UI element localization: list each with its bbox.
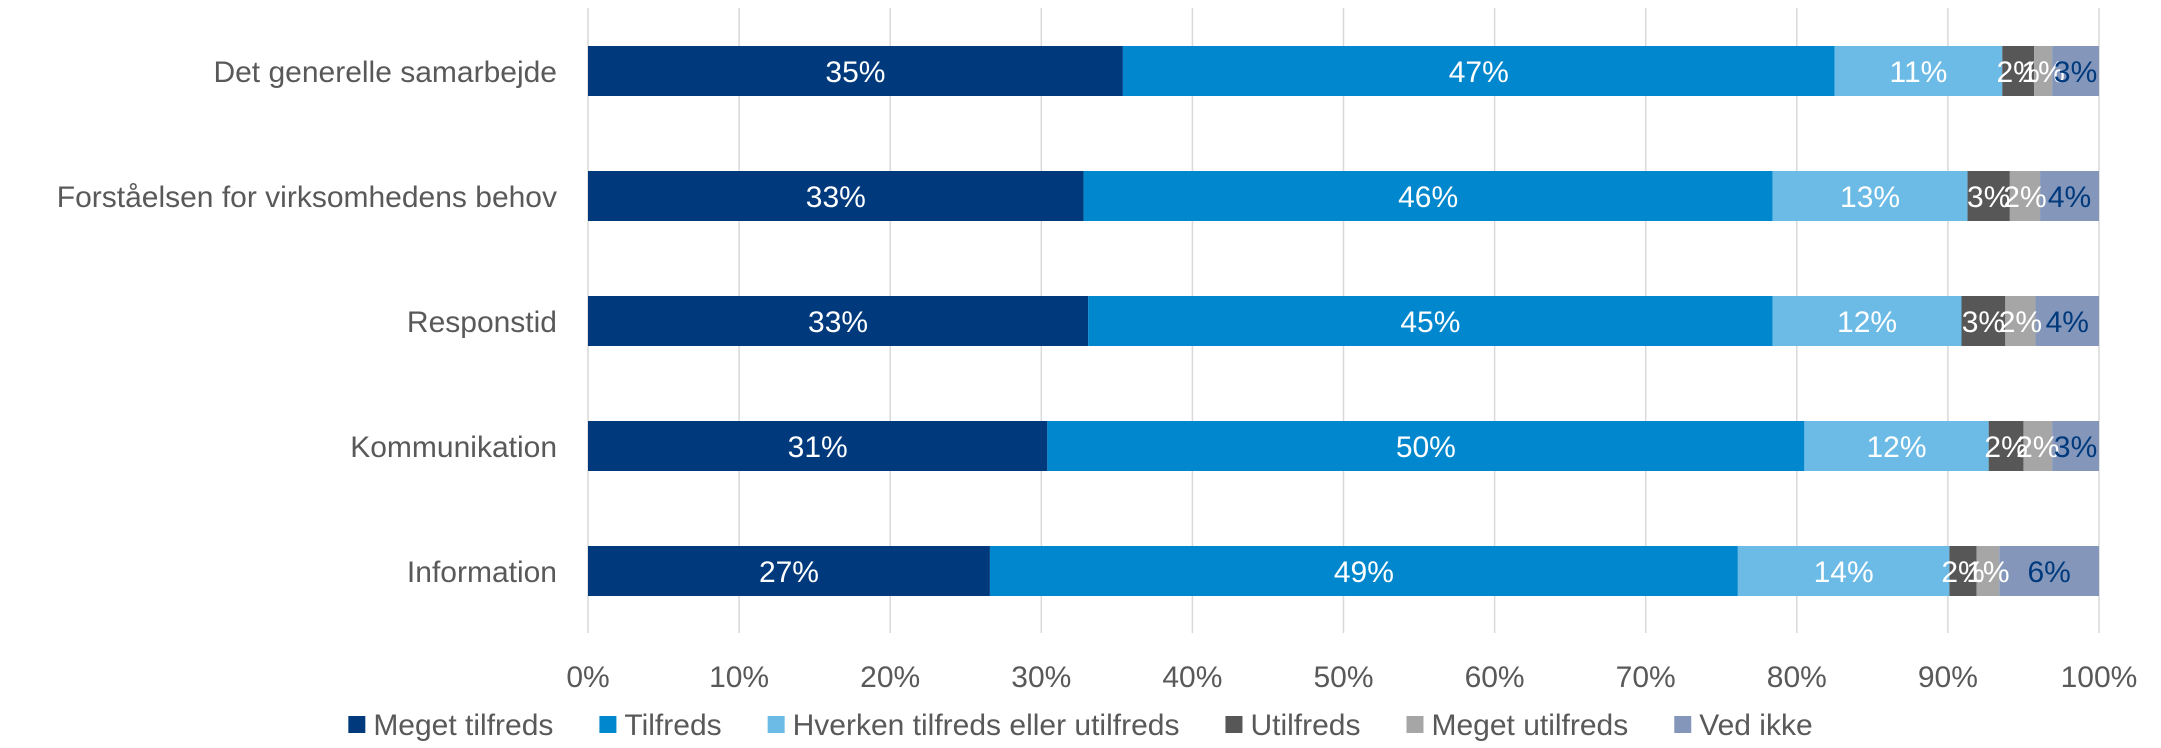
data-label: 4% bbox=[2046, 306, 2089, 339]
legend-label: Tilfreds bbox=[624, 709, 721, 742]
data-label: 13% bbox=[1840, 181, 1900, 214]
data-labels: 35% 47% 11% 2%1%3%33% 46% 13% 3%2% 4%33% 45% 12% 3… bbox=[759, 56, 2097, 589]
data-label: 3% bbox=[2054, 431, 2097, 464]
legend-label: Ved ikke bbox=[1699, 709, 1812, 742]
legend: Meget tilfreds Tilfreds Hverken tilfreds e… bbox=[348, 709, 1813, 742]
data-label: 3% bbox=[2054, 56, 2097, 89]
x-tick-label: 100% bbox=[2061, 661, 2138, 694]
data-label: 14% bbox=[1814, 556, 1874, 589]
legend-label: Hverken tilfreds eller utilfreds bbox=[793, 709, 1180, 742]
data-label: 50% bbox=[1396, 431, 1456, 464]
bar-segment bbox=[588, 46, 1123, 96]
data-label: 3% bbox=[1967, 181, 2010, 214]
data-label: 27% bbox=[759, 556, 819, 589]
bar-segment bbox=[989, 546, 1738, 596]
bar-segment bbox=[588, 296, 1089, 346]
category-label: Kommunikation bbox=[350, 431, 557, 464]
data-label: 11% bbox=[1890, 56, 1948, 89]
data-label: 1% bbox=[2021, 56, 2064, 89]
data-label: 2% bbox=[1996, 56, 2039, 89]
data-label: 12% bbox=[1837, 306, 1897, 339]
bar-segment bbox=[588, 546, 990, 596]
bar-segment bbox=[1834, 46, 2003, 96]
data-label: 12% bbox=[1867, 431, 1927, 464]
bar-segment bbox=[2052, 46, 2099, 96]
bar-segment bbox=[1804, 421, 1989, 471]
legend-label: Meget tilfreds bbox=[373, 709, 553, 742]
bar-segment bbox=[1976, 546, 2000, 596]
data-label: 3% bbox=[1962, 306, 2005, 339]
bar-segment bbox=[2052, 421, 2099, 471]
bar-segment bbox=[588, 171, 1084, 221]
bar-segment bbox=[1949, 546, 1977, 596]
data-label: 33% bbox=[806, 181, 866, 214]
x-tick-label: 50% bbox=[1313, 661, 1373, 694]
data-label: 45% bbox=[1400, 306, 1460, 339]
legend-swatch bbox=[1225, 716, 1243, 733]
bar-segment bbox=[588, 421, 1048, 471]
x-tick-label: 70% bbox=[1616, 661, 1676, 694]
category-label: Det generelle samarbejde bbox=[213, 56, 557, 89]
category-label: Responstid bbox=[407, 306, 557, 339]
legend-swatch bbox=[1406, 716, 1424, 733]
x-axis-ticks: 0% 10% 20% 30% 40% 50% 60% 70% 80% 90% 100% bbox=[566, 661, 2137, 694]
bar-segment bbox=[1122, 46, 1835, 96]
bar-segment bbox=[1967, 171, 2010, 221]
bar-segment bbox=[1088, 296, 1773, 346]
data-label: 2% bbox=[2016, 431, 2059, 464]
data-label: 6% bbox=[2027, 556, 2070, 589]
x-tick-label: 80% bbox=[1767, 661, 1827, 694]
data-label: 46% bbox=[1398, 181, 1458, 214]
x-tick-label: 60% bbox=[1465, 661, 1525, 694]
data-label: 2% bbox=[1999, 306, 2042, 339]
bar-segments bbox=[588, 46, 2099, 596]
legend-swatch bbox=[348, 716, 366, 733]
x-tick-label: 90% bbox=[1918, 661, 1978, 694]
bar-segment bbox=[2040, 171, 2099, 221]
bar-segment bbox=[2034, 46, 2053, 96]
bar-segment bbox=[1999, 546, 2099, 596]
data-label: 47% bbox=[1449, 56, 1509, 89]
x-tick-label: 0% bbox=[566, 661, 609, 694]
bar-segment bbox=[1737, 546, 1950, 596]
bar-segment bbox=[2035, 296, 2099, 346]
category-label: Forståelsen for virksomhedens behov bbox=[57, 181, 557, 214]
data-label: 35% bbox=[825, 56, 885, 89]
x-tick-label: 30% bbox=[1011, 661, 1071, 694]
legend-label: Utilfreds bbox=[1250, 709, 1360, 742]
x-tick-label: 10% bbox=[709, 661, 769, 694]
bar-segment bbox=[1961, 296, 2006, 346]
legend-swatch bbox=[767, 716, 785, 733]
legend-swatch bbox=[1674, 716, 1692, 733]
data-label: 31% bbox=[788, 431, 848, 464]
data-label: 2% bbox=[1984, 431, 2027, 464]
bar-segment bbox=[2005, 296, 2036, 346]
data-label: 2% bbox=[1941, 556, 1984, 589]
bar-segment bbox=[1047, 421, 1805, 471]
bar-segment bbox=[1988, 421, 2024, 471]
data-label: 2% bbox=[2003, 181, 2046, 214]
bar-segment bbox=[1772, 171, 1968, 221]
bar-segment bbox=[2002, 46, 2035, 96]
data-label: 4% bbox=[2048, 181, 2091, 214]
x-tick-label: 20% bbox=[860, 661, 920, 694]
bar-segment bbox=[1083, 171, 1773, 221]
data-label: 33% bbox=[808, 306, 868, 339]
legend-swatch bbox=[599, 716, 617, 733]
legend-label: Meget utilfreds bbox=[1431, 709, 1628, 742]
bar-segment bbox=[2023, 421, 2053, 471]
category-labels: Det generelle samarbejde Forståelsen for … bbox=[57, 56, 557, 589]
bar-segment bbox=[1772, 296, 1962, 346]
x-tick-label: 40% bbox=[1162, 661, 1222, 694]
data-label: 49% bbox=[1334, 556, 1394, 589]
data-label: 1% bbox=[1966, 556, 2009, 589]
category-label: Information bbox=[407, 556, 557, 589]
bar-segment bbox=[2009, 171, 2041, 221]
